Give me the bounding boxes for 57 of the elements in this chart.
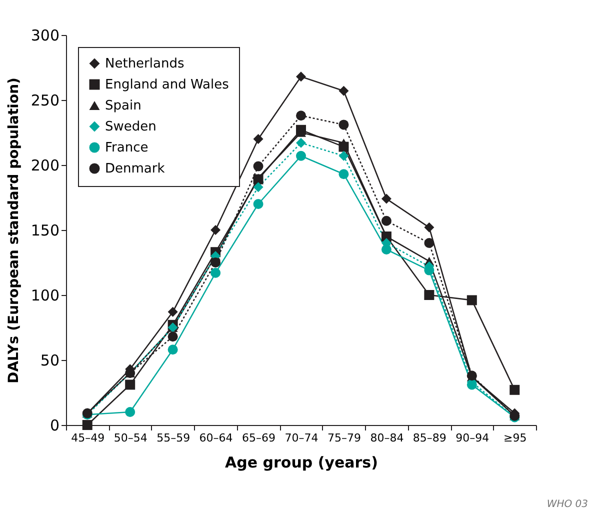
legend-label: France — [105, 140, 148, 156]
text: WHO 03 — [546, 499, 588, 510]
point — [253, 182, 264, 192]
y-tick-label: 200 — [30, 156, 60, 174]
legend-label: Denmark — [105, 162, 166, 176]
point — [168, 332, 178, 342]
y-tick-label: 100 — [30, 286, 60, 304]
point — [210, 258, 221, 268]
point — [296, 110, 306, 121]
point — [381, 194, 392, 204]
point — [338, 138, 349, 148]
x-axis-title: Age group (years) — [225, 454, 378, 472]
point — [210, 268, 221, 278]
legend-label: Sweden — [105, 120, 156, 134]
point — [210, 225, 221, 235]
point — [125, 407, 136, 417]
y-tick-label: 250 — [30, 92, 60, 110]
point — [296, 72, 306, 82]
x-tick-label: 70–74 — [284, 432, 318, 444]
point — [338, 169, 349, 180]
point — [82, 420, 92, 430]
y-tick-label: 300 — [30, 26, 60, 44]
y-axis-title: DALYs (European standard population) — [6, 78, 22, 384]
point — [424, 290, 434, 300]
legend-label: England and Wales — [105, 78, 230, 92]
point — [253, 199, 264, 209]
point — [424, 222, 434, 232]
x-tick-label: 85–89 — [412, 432, 446, 444]
point — [168, 306, 178, 317]
x-tick-label: 50–54 — [114, 432, 148, 444]
x-tick-label: 80–84 — [370, 432, 404, 444]
point — [381, 244, 392, 254]
point — [296, 138, 306, 148]
x-tick-label: 60–64 — [199, 432, 233, 444]
legend-label: Spain — [105, 98, 142, 114]
x-tick-label: 45–49 — [71, 432, 105, 444]
point — [125, 380, 136, 390]
point — [466, 295, 477, 306]
x-tick-label: 75–79 — [327, 432, 361, 444]
point — [253, 134, 264, 144]
legend-label: Netherlands — [105, 56, 184, 72]
point — [510, 384, 520, 395]
point — [424, 238, 434, 248]
x-tick-label: 90–94 — [456, 432, 490, 444]
point — [381, 216, 392, 226]
y-tick-label: 50 — [40, 352, 60, 370]
x-tick-label: ≥95 — [504, 432, 527, 444]
point — [168, 344, 178, 355]
point — [338, 150, 349, 161]
x-tick-label: 65–69 — [242, 432, 276, 444]
point — [338, 86, 349, 96]
point — [253, 161, 264, 172]
y-tick-label: 150 — [30, 222, 60, 240]
y-tick-label: 0 — [50, 416, 60, 434]
point — [296, 150, 306, 161]
point — [338, 120, 349, 130]
x-tick-label: 55–59 — [156, 432, 190, 444]
